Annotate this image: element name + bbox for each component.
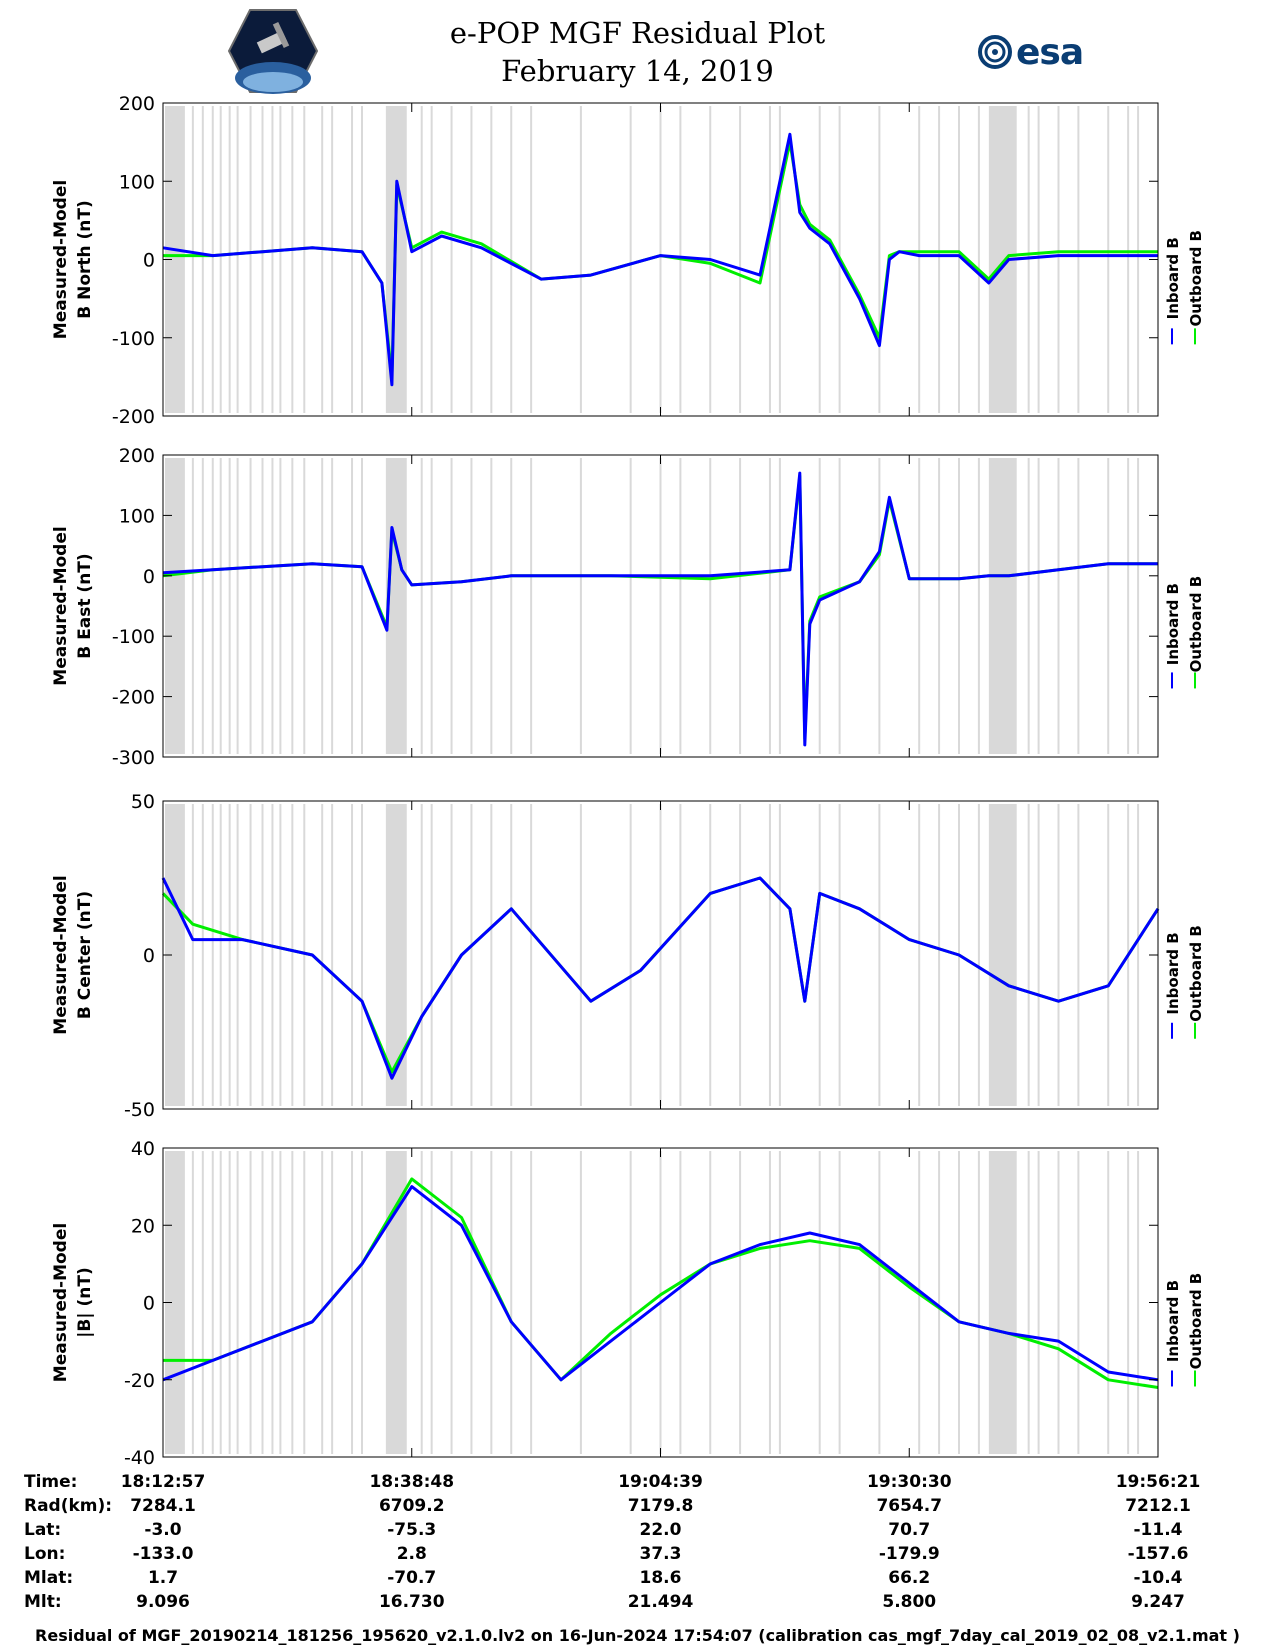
y-axis-label: B North (nT) [75, 200, 95, 319]
y-axis-label: Measured-Model [51, 875, 71, 1034]
info-cell: 18:12:57 [120, 1472, 206, 1492]
data-gap-band [385, 804, 407, 1106]
y-tick-label: 0 [143, 250, 155, 272]
legend-inboard-label: Inboard B [1164, 1280, 1182, 1362]
y-tick-label: -100 [112, 328, 155, 350]
info-cell: -10.4 [1133, 1568, 1183, 1588]
data-gap-band [988, 1151, 1017, 1454]
y-axis-label: B East (nT) [75, 553, 95, 658]
data-gap-band [988, 804, 1017, 1106]
info-cell: -3.0 [144, 1520, 182, 1540]
y-axis-label: Measured-Model [51, 1223, 71, 1382]
y-tick-label: 0 [143, 566, 155, 588]
info-row-label: Rad(km): [24, 1496, 113, 1516]
info-cell: 16.730 [378, 1592, 445, 1612]
info-cell: -133.0 [132, 1544, 194, 1564]
info-cell: 7284.1 [130, 1496, 196, 1516]
info-cell: 18:38:48 [369, 1472, 455, 1492]
info-cell: 18.6 [639, 1568, 682, 1588]
legend-outboard-label: Outboard B [1187, 925, 1205, 1022]
data-gap-band [988, 458, 1017, 754]
legend-inboard-label: Inboard B [1164, 237, 1182, 319]
legend-outboard-label: Outboard B [1187, 1273, 1205, 1370]
data-gap-band [164, 458, 185, 754]
footer-caption: Residual of MGF_20190214_181256_195620_v… [35, 1626, 1240, 1645]
info-row-label: Lon: [24, 1544, 66, 1564]
info-cell: 9.096 [136, 1592, 190, 1612]
panel-2: -300 -200 -100 0 100 200 Measured-Model B East … [51, 445, 1205, 769]
esa-logo-icon [978, 35, 1012, 69]
info-cell: 7212.1 [1125, 1496, 1191, 1516]
y-tick-label: 0 [143, 945, 155, 967]
y-tick-label: -200 [112, 406, 155, 428]
data-gap-band [164, 804, 185, 1106]
info-row-label: Mlt: [24, 1592, 62, 1612]
info-cell: 2.8 [396, 1544, 427, 1564]
info-cell: 21.494 [627, 1592, 694, 1612]
y-tick-label: 100 [119, 505, 155, 527]
info-row-label: Mlat: [24, 1568, 74, 1588]
y-tick-label: -200 [112, 687, 155, 709]
info-cell: 70.7 [888, 1520, 931, 1540]
esa-logo: esa [1016, 32, 1084, 73]
info-row-label: Lat: [24, 1520, 62, 1540]
inboard-series-line [161, 876, 1160, 1080]
info-cell: 37.3 [639, 1544, 682, 1564]
y-tick-label: 200 [119, 445, 155, 467]
y-tick-label: 40 [131, 1138, 155, 1160]
y-axis-label: Measured-Model [51, 180, 71, 339]
legend-inboard-label: Inboard B [1164, 583, 1182, 665]
y-axis-label: B Center (nT) [75, 891, 95, 1019]
info-cell: -157.6 [1127, 1544, 1189, 1564]
plot-date: February 14, 2019 [501, 54, 774, 88]
info-cell: 19:30:30 [866, 1472, 952, 1492]
data-gap-band [385, 1151, 407, 1454]
y-tick-label: 20 [131, 1215, 155, 1237]
info-cell: 22.0 [639, 1520, 682, 1540]
info-cell: 7654.7 [876, 1496, 943, 1516]
info-row-label: Time: [24, 1472, 78, 1492]
inboard-series-line [162, 132, 1158, 387]
cassiope-logo [228, 9, 318, 94]
legend-inboard-label: Inboard B [1164, 932, 1182, 1014]
panel-3: -50 0 50 Measured-Model B Center (nT) Inboard… [51, 791, 1205, 1121]
y-tick-label: -20 [124, 1370, 155, 1392]
panel-1: -200 -100 0 100 200 Measured-Model B North (nT… [51, 93, 1205, 428]
y-tick-label: -40 [124, 1447, 155, 1469]
y-tick-label: -300 [112, 747, 155, 769]
info-cell: 5.800 [882, 1592, 937, 1612]
y-tick-label: 200 [119, 93, 155, 115]
info-cell: 19:04:39 [618, 1472, 703, 1492]
y-axis-label: Measured-Model [51, 526, 71, 685]
panel-4: -40 -20 0 20 40 Measured-Model |B| (nT) Inboard… [51, 1138, 1205, 1469]
legend-outboard-label: Outboard B [1187, 230, 1205, 327]
y-tick-label: -100 [112, 626, 155, 648]
info-cell: 9.247 [1131, 1592, 1185, 1612]
info-cell: -75.3 [387, 1520, 437, 1540]
plot-title: e-POP MGF Residual Plot [449, 16, 826, 50]
inboard-series-line [162, 1185, 1159, 1382]
info-cell: -11.4 [1133, 1520, 1183, 1540]
info-cell: 66.2 [888, 1568, 931, 1588]
y-tick-label: -50 [124, 1099, 155, 1121]
legend-outboard-label: Outboard B [1187, 576, 1205, 673]
info-cell: 1.7 [147, 1568, 179, 1588]
info-cell: -70.7 [387, 1568, 437, 1588]
y-tick-label: 100 [119, 171, 155, 193]
y-tick-label: 50 [131, 791, 155, 813]
info-cell: 19:56:21 [1115, 1472, 1201, 1492]
y-axis-label: |B| (nT) [75, 1267, 95, 1338]
info-cell: -179.9 [878, 1544, 940, 1564]
y-tick-label: 0 [143, 1293, 155, 1315]
info-cell: 6709.2 [378, 1496, 445, 1516]
data-gap-band [164, 106, 185, 413]
info-cell: 7179.8 [627, 1496, 694, 1516]
inboard-series-line [162, 471, 1158, 747]
